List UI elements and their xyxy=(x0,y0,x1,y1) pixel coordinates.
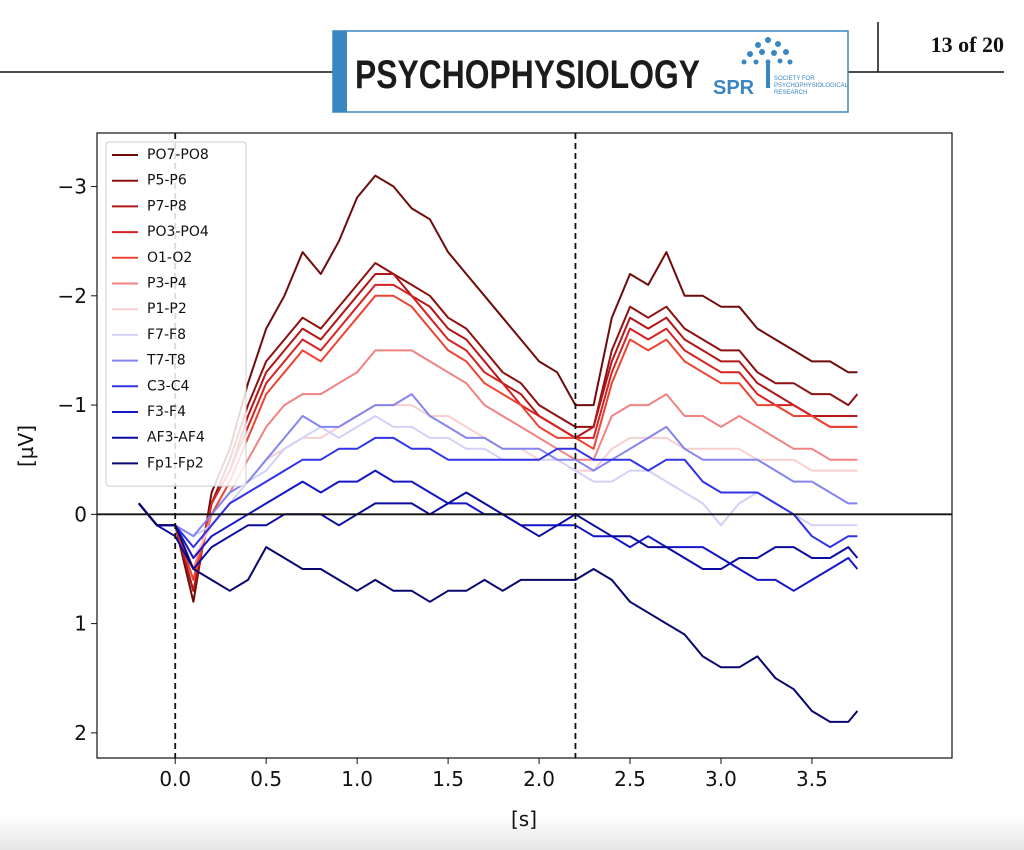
y-tick-label: 2 xyxy=(74,721,87,745)
legend-label: Fp1-Fp2 xyxy=(147,455,204,471)
series-line xyxy=(138,502,859,723)
legend-label: P7-P8 xyxy=(147,198,187,214)
series-line xyxy=(138,393,858,538)
legend-label: O1-O2 xyxy=(147,250,192,266)
legend-label: F3-F4 xyxy=(147,404,186,420)
society-name: RESEARCH xyxy=(774,90,807,96)
x-tick-label: 0.0 xyxy=(159,767,191,791)
legend-label: C3-C4 xyxy=(147,378,190,394)
y-tick-label: −2 xyxy=(58,284,87,308)
legend-label: AF3-AF4 xyxy=(147,430,205,446)
y-tick-label: −3 xyxy=(58,175,87,199)
journal-name: PSYCHOPHYSIOLOGY xyxy=(355,53,700,97)
series-line xyxy=(138,294,858,581)
legend-box xyxy=(105,141,247,487)
legend-label: T7-T8 xyxy=(146,353,186,369)
x-tick-label: 0.5 xyxy=(250,767,282,791)
y-tick-label: −1 xyxy=(58,393,87,417)
y-tick-label: 1 xyxy=(74,612,87,636)
x-tick-label: 1.5 xyxy=(432,767,464,791)
x-tick-label: 3.0 xyxy=(705,767,737,791)
x-axis-label: [s] xyxy=(511,807,537,831)
series-line xyxy=(138,349,858,570)
chart: 0.0 0.5 1.0 1.5 2.0 2.5 3.0 3.5 −3 −2 −1 0 1 2 PO7-PO8… xyxy=(58,132,953,791)
journal-logo: PSYCHOPHYSIOLOGY SPR SOCIETY FOR PSYCHOP… xyxy=(332,30,849,113)
x-tick-label: 1.0 xyxy=(341,767,373,791)
legend: PO7-PO8 P5-P6 P7-P8 PO3-PO4 O1-O2 P3-P4 P1-P2 F… xyxy=(105,141,247,487)
legend-label: P1-P2 xyxy=(147,301,187,317)
society-name: PSYCHOPHYSIOLOGICAL xyxy=(774,83,849,89)
bottom-shade xyxy=(0,815,1024,850)
logo-box xyxy=(332,30,849,113)
legend-label: PO7-PO8 xyxy=(147,147,209,163)
y-tick-label: 0 xyxy=(74,502,87,526)
x-tick-label: 2.0 xyxy=(523,767,555,791)
x-tick-label: 3.5 xyxy=(796,767,828,791)
series-line xyxy=(138,262,859,592)
series-line xyxy=(138,283,858,581)
legend-label: F7-F8 xyxy=(147,327,186,343)
tree-icon xyxy=(741,37,793,88)
series-line xyxy=(138,174,858,603)
legend-label: PO3-PO4 xyxy=(147,224,209,240)
y-axis-label: [µV] xyxy=(14,425,38,467)
society-name: SOCIETY FOR xyxy=(774,76,815,82)
x-tick-label: 2.5 xyxy=(614,767,646,791)
logo-strip xyxy=(333,31,347,112)
legend-label: P3-P4 xyxy=(147,276,187,292)
series-line xyxy=(138,436,858,549)
page-number: 13 of 20 xyxy=(931,32,1004,57)
society-abbr: SPR xyxy=(713,77,755,99)
legend-label: P5-P6 xyxy=(147,173,187,189)
